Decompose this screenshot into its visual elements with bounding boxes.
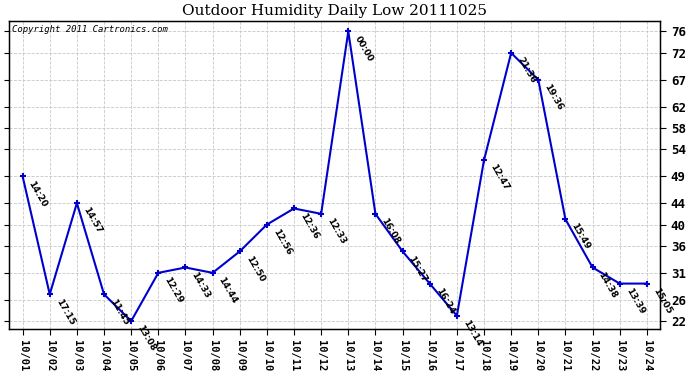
Text: Copyright 2011 Cartronics.com: Copyright 2011 Cartronics.com	[12, 26, 168, 34]
Text: 15:27: 15:27	[406, 254, 429, 284]
Text: 12:33: 12:33	[325, 217, 348, 246]
Text: 14:33: 14:33	[190, 270, 212, 300]
Text: 11:45: 11:45	[108, 297, 130, 327]
Text: 19:36: 19:36	[542, 82, 564, 112]
Text: 16:08: 16:08	[380, 217, 402, 246]
Text: 13:39: 13:39	[624, 286, 646, 316]
Text: 12:47: 12:47	[488, 163, 511, 192]
Text: 13:08: 13:08	[135, 324, 157, 353]
Title: Outdoor Humidity Daily Low 20111025: Outdoor Humidity Daily Low 20111025	[182, 4, 487, 18]
Text: 12:36: 12:36	[298, 211, 320, 240]
Text: 16:24: 16:24	[434, 286, 456, 316]
Text: 12:29: 12:29	[162, 276, 185, 305]
Text: 14:44: 14:44	[217, 276, 239, 305]
Text: 13:14: 13:14	[461, 318, 483, 348]
Text: 12:56: 12:56	[271, 227, 293, 256]
Text: 14:20: 14:20	[27, 179, 49, 209]
Text: 12:50: 12:50	[244, 254, 266, 284]
Text: 00:00: 00:00	[353, 34, 374, 63]
Text: 21:36: 21:36	[515, 56, 538, 85]
Text: 14:38: 14:38	[597, 270, 619, 300]
Text: 14:57: 14:57	[81, 206, 104, 236]
Text: 17:15: 17:15	[54, 297, 76, 327]
Text: 15:49: 15:49	[569, 222, 592, 252]
Text: 15:05: 15:05	[651, 286, 673, 315]
